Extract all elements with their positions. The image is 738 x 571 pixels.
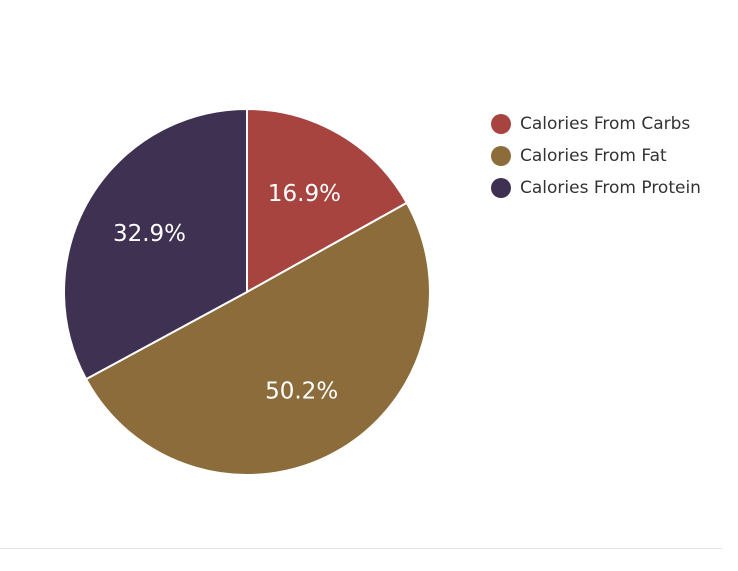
slice-label-carbs: 16.9% (268, 181, 341, 207)
legend-swatch-fat (491, 146, 511, 166)
legend-label-protein: Calories From Protein (520, 178, 701, 198)
pie-slice-labels: 16.9% 50.2% 32.9% (113, 181, 341, 404)
pie-slice-carbs[interactable] (246, 107, 409, 294)
legend-item-carbs[interactable]: Calories From Carbs (491, 108, 701, 140)
legend-item-protein[interactable]: Calories From Protein (491, 172, 701, 204)
pie-slice-fat[interactable] (84, 201, 431, 476)
pie-slices (63, 107, 431, 476)
legend-label-fat: Calories From Fat (520, 146, 667, 166)
legend-item-fat[interactable]: Calories From Fat (491, 140, 701, 172)
legend-swatch-protein (491, 178, 511, 198)
legend-swatch-carbs (491, 114, 511, 134)
legend-label-carbs: Calories From Carbs (520, 114, 691, 134)
pie-slice-protein[interactable] (63, 107, 248, 381)
slice-label-fat: 50.2% (265, 378, 338, 404)
slice-label-protein: 32.9% (113, 221, 186, 247)
legend: Calories From Carbs Calories From Fat Ca… (491, 108, 701, 204)
bottom-divider (0, 548, 722, 549)
